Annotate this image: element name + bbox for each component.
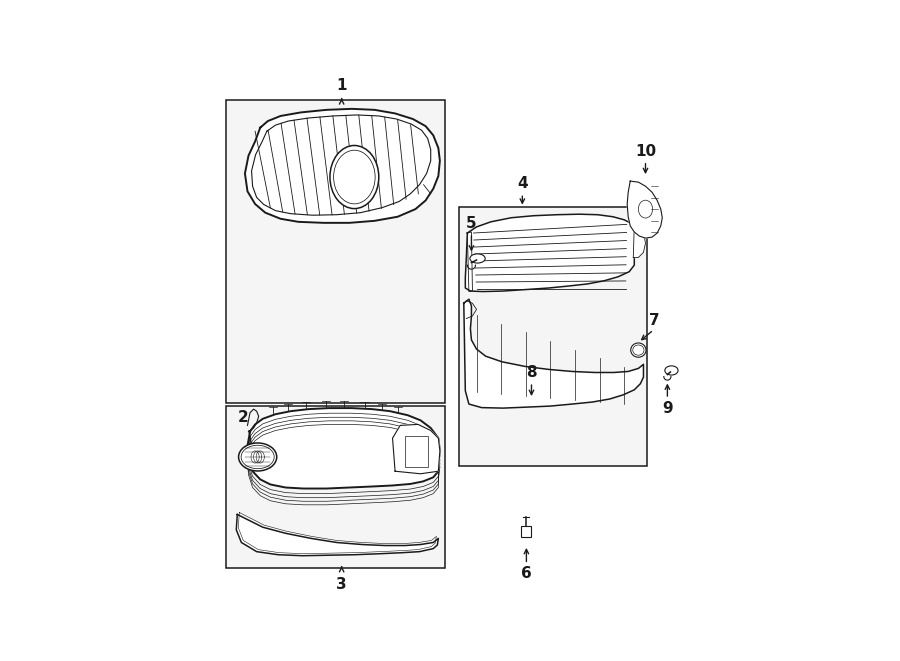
Ellipse shape (238, 443, 276, 471)
Text: 5: 5 (466, 216, 477, 231)
Polygon shape (464, 299, 644, 408)
Bar (405, 436, 428, 467)
Text: 8: 8 (526, 365, 536, 380)
Text: 1: 1 (337, 77, 347, 93)
Ellipse shape (665, 366, 678, 375)
Text: 3: 3 (337, 577, 347, 592)
Bar (226, 100, 445, 403)
Ellipse shape (470, 254, 485, 263)
Polygon shape (248, 408, 440, 488)
Bar (459, 206, 647, 466)
Polygon shape (465, 214, 641, 292)
Text: 4: 4 (517, 176, 527, 191)
Polygon shape (237, 514, 438, 556)
Bar (521, 526, 532, 537)
Text: 7: 7 (649, 313, 660, 328)
Ellipse shape (330, 145, 379, 209)
Text: 9: 9 (662, 401, 672, 416)
Polygon shape (627, 181, 662, 238)
Polygon shape (392, 424, 440, 474)
Bar (226, 406, 445, 568)
Text: 2: 2 (238, 410, 248, 426)
Ellipse shape (631, 343, 646, 357)
Polygon shape (634, 224, 645, 258)
Polygon shape (245, 109, 440, 223)
Text: 6: 6 (521, 566, 532, 582)
Text: 10: 10 (634, 143, 656, 159)
